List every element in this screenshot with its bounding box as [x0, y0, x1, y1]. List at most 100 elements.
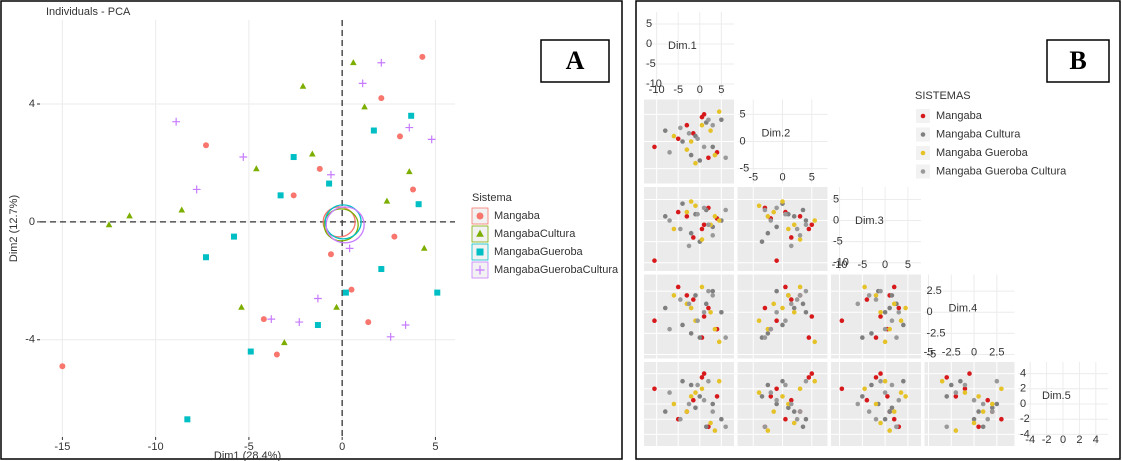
point: [885, 394, 890, 399]
point: [878, 288, 883, 294]
point: [901, 378, 906, 384]
legend-label: Mangaba Gueroba: [936, 147, 1029, 159]
x-tick-label: 5: [809, 171, 815, 183]
point: [989, 405, 995, 411]
point: [652, 386, 657, 392]
point: [172, 117, 181, 126]
point: [290, 154, 297, 161]
point: [939, 378, 945, 384]
point: [671, 401, 677, 407]
point: [948, 382, 954, 388]
point: [882, 416, 888, 422]
point: [887, 428, 892, 433]
point: [695, 136, 700, 142]
point: [806, 375, 812, 380]
point: [314, 294, 322, 303]
point: [239, 153, 248, 161]
point: [708, 309, 713, 315]
point: [791, 305, 797, 311]
x-tick-label: -5: [748, 171, 758, 183]
point: [891, 301, 897, 307]
point: [358, 79, 367, 88]
point: [765, 331, 771, 336]
point: [800, 424, 806, 430]
point: [901, 322, 906, 328]
point: [797, 293, 803, 298]
point: [710, 144, 716, 150]
point: [671, 293, 677, 298]
point: [882, 326, 888, 332]
point: [791, 222, 797, 228]
point: [797, 237, 803, 242]
panel-label-box: [1046, 39, 1110, 83]
point: [889, 293, 895, 298]
legend-title: SISTEMAS: [915, 90, 971, 102]
point: [994, 401, 1000, 407]
x-axis-label: Dim1 (28.4%): [214, 450, 281, 461]
point: [476, 229, 484, 237]
point: [405, 123, 414, 132]
x-tick-label: 0: [971, 346, 977, 358]
point: [273, 351, 280, 358]
point: [768, 394, 774, 399]
point: [780, 305, 785, 311]
point: [401, 321, 410, 329]
point: [247, 348, 254, 355]
x-tick-label: 2: [1076, 434, 1082, 446]
point: [699, 284, 705, 290]
point: [866, 409, 872, 414]
point: [791, 309, 797, 315]
point: [260, 316, 267, 323]
plot-background: [40, 20, 455, 437]
point: [309, 150, 316, 157]
point: [962, 386, 968, 392]
point: [701, 314, 707, 319]
point: [686, 301, 692, 307]
point: [316, 165, 323, 172]
point: [797, 233, 803, 238]
point: [695, 211, 700, 217]
point: [774, 224, 779, 230]
point: [971, 420, 977, 426]
point: [762, 305, 768, 311]
point: [253, 165, 260, 172]
point: [370, 127, 377, 134]
point: [365, 319, 372, 326]
point: [693, 293, 698, 298]
point: [803, 378, 809, 384]
point: [967, 371, 972, 376]
point: [675, 136, 681, 142]
dimension-label: Dim.5: [1042, 390, 1071, 402]
point: [780, 199, 785, 204]
point: [985, 397, 991, 403]
point: [377, 58, 386, 67]
point: [701, 397, 707, 403]
point: [277, 192, 284, 199]
point: [203, 142, 209, 149]
point: [891, 409, 897, 414]
point: [944, 424, 950, 430]
point: [794, 226, 800, 232]
point: [903, 305, 908, 311]
point: [898, 318, 904, 324]
x-tick-label: -2.5: [942, 346, 961, 358]
legend-label: MangabaCultura: [494, 228, 576, 240]
point: [889, 382, 895, 388]
point: [723, 424, 728, 430]
point: [774, 309, 779, 315]
point: [178, 206, 186, 213]
point: [803, 416, 809, 422]
cell-background: [831, 274, 921, 359]
y-tick-label: 2.5: [927, 285, 942, 297]
point: [714, 394, 720, 399]
point: [791, 214, 797, 219]
legend-label: Mangaba Gueroba Cultura: [936, 165, 1067, 177]
point: [691, 235, 696, 240]
point: [873, 335, 879, 340]
x-tick-label: -10: [148, 441, 164, 453]
point: [712, 428, 718, 433]
point: [878, 314, 883, 319]
point: [971, 416, 977, 422]
point: [678, 125, 683, 131]
point: [896, 397, 902, 403]
